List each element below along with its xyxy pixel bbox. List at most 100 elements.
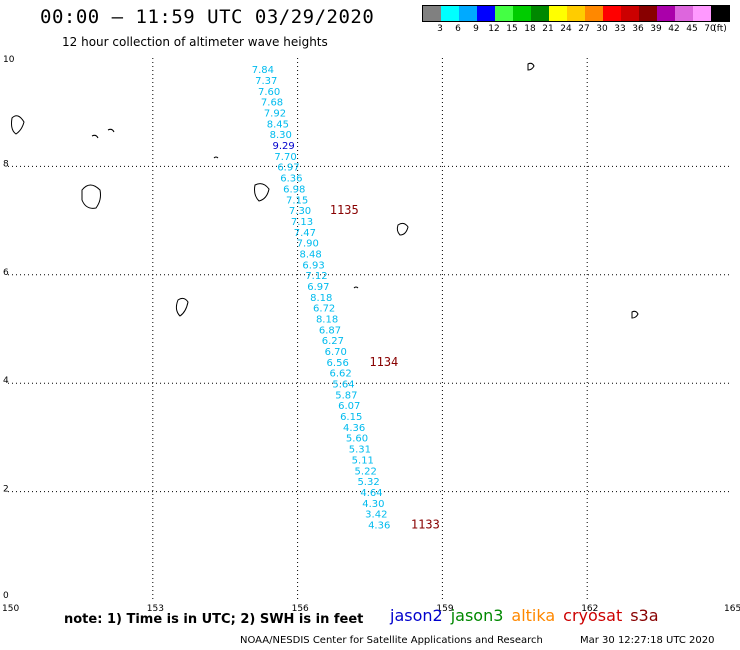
legend-label: 15 [506,24,518,34]
swh-value: 7.37 [255,76,277,87]
swh-value: 3.42 [365,510,387,521]
swh-value: 5.32 [357,477,379,488]
y-tick-label: 2 [3,485,9,495]
swh-value: 7.13 [291,217,313,228]
swh-value: 7.90 [297,239,319,250]
legend-swatch [459,6,477,21]
satellite-legend: jason2 jason3 altika cryosat s3a [390,606,667,625]
swh-value: 7.47 [294,228,316,239]
time-label: 1135 [330,203,359,217]
island-outline [396,222,409,236]
satellite-label: s3a [630,606,659,625]
satellite-label: cryosat [563,606,623,625]
legend-swatch [477,6,495,21]
island-outline [527,62,535,71]
y-tick-label: 6 [3,268,9,278]
swh-value: 6.87 [319,325,341,336]
footer-note: note: 1) Time is in UTC; 2) SWH is in fe… [64,612,364,627]
swh-value: 5.11 [352,455,374,466]
swh-value: 5.22 [355,466,377,477]
y-tick-label: 10 [3,55,15,65]
swh-value: 6.27 [322,336,344,347]
x-tick-label: 153 [147,604,164,614]
legend-label: 21 [542,24,554,34]
legend-swatch [675,6,693,21]
legend-label: 70 [704,24,716,34]
x-tick-label: 150 [2,604,19,614]
legend-label: 24 [560,24,572,34]
legend-swatch [657,6,675,21]
legend-swatch [531,6,549,21]
swh-value: 6.56 [327,358,349,369]
legend-swatch [621,6,639,21]
legend-label: 27 [578,24,590,34]
legend-unit: (ft) [713,24,727,34]
swh-value: 9.29 [273,141,295,152]
legend-swatch [423,6,441,21]
swh-value: 5.31 [349,445,371,456]
satellite-label: altika [511,606,556,625]
legend-label: 39 [650,24,662,34]
page-title: 00:00 – 11:59 UTC 03/29/2020 [40,6,375,28]
swh-value: 6.97 [307,282,329,293]
swh-value: 8.18 [316,314,338,325]
swh-value: 4.64 [360,488,382,499]
legend-swatch [549,6,567,21]
legend-label: 6 [455,24,461,34]
island-outline [213,156,359,289]
swh-value: 8.45 [267,119,289,130]
x-tick-label: 165 [724,604,740,614]
swh-value: 6.70 [325,347,347,358]
grid-lines [8,58,732,600]
island-outline [254,183,270,202]
swh-value: 7.92 [264,109,286,120]
legend-swatch [603,6,621,21]
swh-value: 7.60 [258,87,280,98]
island-outline [81,184,101,209]
swh-value: 6.36 [280,174,302,185]
swh-value: 7.15 [286,195,308,206]
swh-value: 8.30 [270,130,292,141]
footer-credit: NOAA/NESDIS Center for Satellite Applica… [240,635,543,646]
footer-timestamp: Mar 30 12:27:18 UTC 2020 [580,635,715,646]
legend-swatch [513,6,531,21]
legend-swatch [711,6,729,21]
legend-label: 36 [632,24,644,34]
y-tick-label: 4 [3,376,9,386]
x-tick-label: 156 [292,604,309,614]
swh-value: 6.15 [340,412,362,423]
island-outlines [11,62,639,319]
legend-label: 45 [686,24,698,34]
swh-value: 6.07 [338,401,360,412]
legend-swatch [567,6,585,21]
legend-swatch [639,6,657,21]
time-label: 1133 [411,517,440,531]
y-tick-label: 8 [3,159,9,169]
island-outline [11,115,25,135]
legend-label: 18 [524,24,536,34]
legend-label: 42 [668,24,680,34]
swh-value: 6.72 [313,304,335,315]
legend-swatch [495,6,513,21]
time-label: 1134 [369,355,398,369]
swh-value: 4.36 [343,423,365,434]
legend-swatch [585,6,603,21]
swh-value: 7.30 [289,206,311,217]
legend-label: 30 [596,24,608,34]
satellite-label: jason3 [450,606,504,625]
island-outline [631,310,639,319]
swh-value: 8.18 [310,293,332,304]
swh-value: 6.93 [302,260,324,271]
page-subtitle: 12 hour collection of altimeter wave hei… [62,35,328,49]
legend-swatch [441,6,459,21]
swh-value: 7.12 [305,271,327,282]
swh-value: 4.36 [368,520,390,531]
swh-value: 6.98 [283,184,305,195]
swh-value: 4.30 [362,499,384,510]
legend-swatch [693,6,711,21]
x-tick-label: 159 [436,604,453,614]
swh-value: 7.68 [261,98,283,109]
legend-label: 12 [488,24,500,34]
swh-value: 6.62 [329,369,351,380]
